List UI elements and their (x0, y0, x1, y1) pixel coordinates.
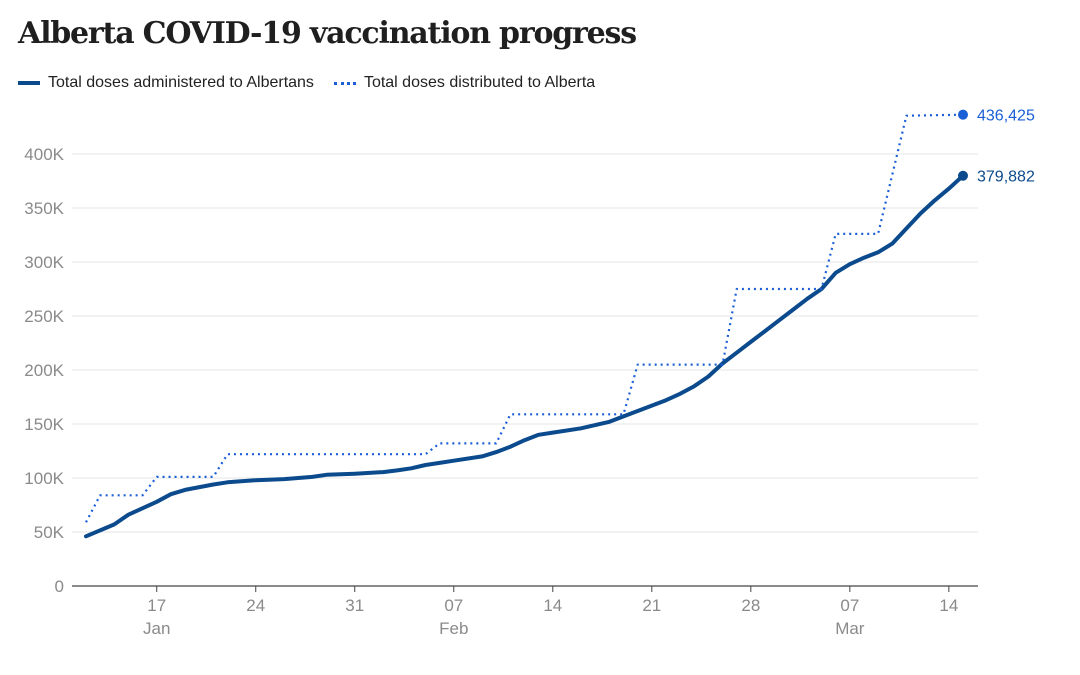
legend-item-administered: Total doses administered to Albertans (18, 74, 314, 92)
y-tick-label: 150K (24, 415, 64, 434)
x-tick-label: 28 (741, 596, 760, 615)
series-line-distributed (85, 113, 964, 523)
end-label-distributed: 436,425 (977, 108, 1035, 125)
x-month-label: Feb (439, 619, 468, 638)
legend-label-administered: Total doses administered to Albertans (48, 74, 314, 91)
x-tick-label: 14 (939, 596, 958, 615)
end-label-administered: 379,882 (977, 169, 1035, 186)
x-tick-label: 24 (246, 596, 265, 615)
x-tick-label: 07 (444, 596, 463, 615)
chart-legend: Total doses administered to Albertans To… (18, 74, 595, 92)
y-tick-label: 250K (24, 307, 64, 326)
y-tick-label: 0 (55, 577, 64, 596)
y-tick-label: 50K (34, 523, 65, 542)
x-tick-label: 14 (543, 596, 562, 615)
legend-swatch-dotted (333, 81, 356, 85)
y-tick-label: 400K (24, 145, 64, 164)
chart-title: Alberta COVID-19 vaccination progress (18, 16, 637, 51)
end-point-administered (958, 170, 968, 181)
y-tick-label: 200K (24, 361, 64, 380)
y-tick-label: 100K (24, 469, 64, 488)
end-point-distributed (958, 109, 968, 120)
legend-item-distributed: Total doses distributed to Alberta (333, 74, 596, 92)
x-tick-label: 17 (147, 596, 166, 615)
x-tick-label: 21 (642, 596, 661, 615)
legend-label-distributed: Total doses distributed to Alberta (363, 74, 596, 91)
x-month-label: Mar (835, 619, 865, 638)
x-month-label: Jan (143, 619, 170, 638)
y-tick-label: 350K (24, 199, 64, 218)
x-tick-label: 31 (345, 596, 364, 615)
series-line-administered (84, 173, 965, 539)
x-tick-label: 07 (840, 596, 859, 615)
y-tick-label: 300K (24, 253, 64, 272)
legend-swatch-solid (18, 81, 40, 85)
